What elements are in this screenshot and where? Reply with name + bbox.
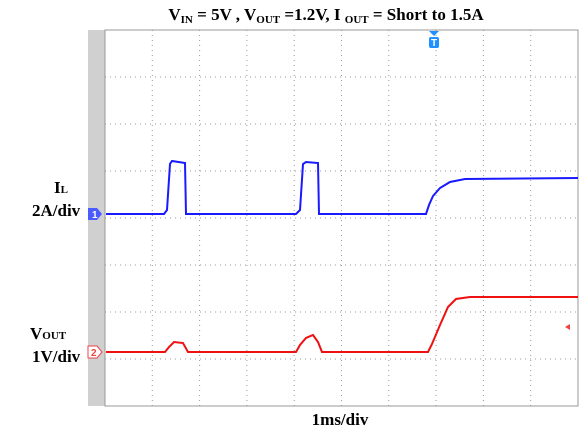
label-sub: OUT — [42, 330, 67, 342]
channel-1-marker-shape — [88, 208, 102, 220]
label-sub: L — [61, 184, 68, 196]
title-sub: IN — [181, 14, 193, 26]
trigger-arrow — [429, 31, 439, 36]
channel-2-label: VOUT — [30, 324, 67, 343]
inductor-current-trace — [106, 159, 579, 215]
timebase: 1ms/div — [312, 410, 369, 429]
channel-1-marker: 1 — [92, 210, 98, 221]
trigger-box — [429, 37, 439, 48]
title-part: = Short to 1.5A — [369, 5, 485, 24]
label-part: I — [54, 178, 61, 197]
title-part: = 5V , V — [193, 5, 257, 24]
title-sub: OUT — [256, 14, 281, 26]
title-part: =1.2V, I — [280, 5, 345, 24]
output-voltage-trace — [106, 296, 578, 353]
offset-arrow — [565, 324, 570, 330]
title: VIN = 5V , VOUT =1.2V, I OUT = Short to … — [168, 5, 484, 26]
trigger-label: T — [431, 38, 437, 49]
channel-1-scale: 2A/div — [32, 201, 81, 220]
channel-2-scale: 1V/div — [32, 347, 81, 366]
channel-2-marker: 2 — [91, 348, 97, 359]
title-part: V — [168, 5, 181, 24]
label-part: V — [30, 324, 43, 343]
channel-1-label: IL — [54, 178, 68, 197]
title-sub: OUT — [345, 14, 370, 26]
channel-2-marker-shape — [87, 345, 103, 359]
